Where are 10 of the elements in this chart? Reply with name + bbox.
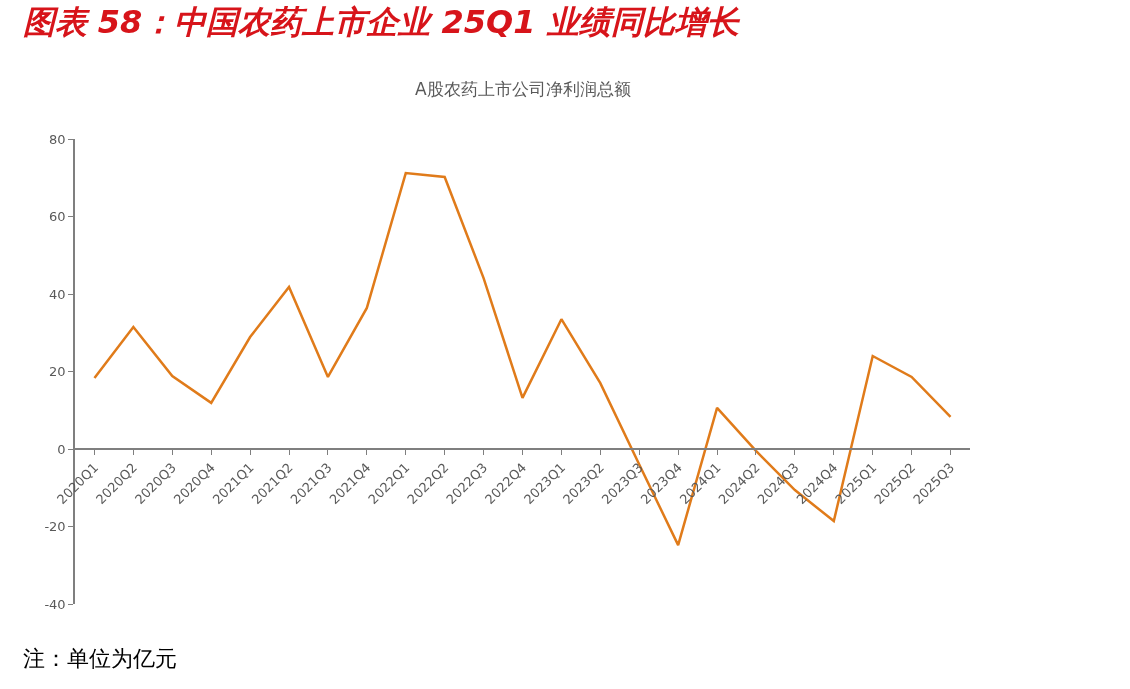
y-tick-label: 0 (57, 441, 66, 457)
y-tick-label: -40 (44, 596, 66, 612)
y-tick-label: 20 (49, 364, 66, 380)
y-tick-label: 60 (49, 209, 66, 225)
chart-title: 图表 58：中国农药上市企业 25Q1 业绩同比增长 (22, 2, 741, 41)
y-tick-label: 80 (49, 131, 66, 147)
chart-subtitle: A股农药上市公司净利润总额 (415, 79, 631, 99)
y-tick-label: 40 (49, 286, 66, 302)
y-tick-label: -20 (44, 519, 66, 535)
text: 注：单位为亿元 (23, 646, 177, 671)
